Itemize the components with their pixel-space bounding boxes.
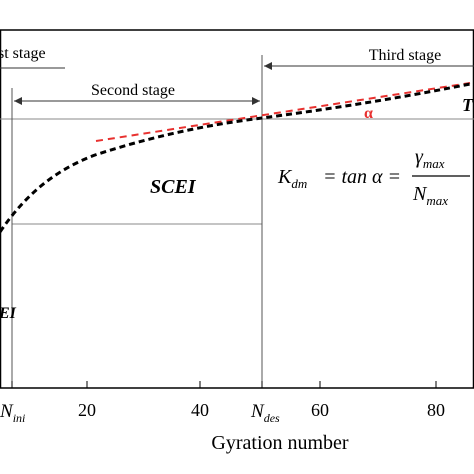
third-stage-arrow <box>264 62 474 70</box>
formula-lhs-sub: dm <box>291 176 307 191</box>
formula-den-var: N <box>412 183 428 205</box>
tick-label-20: 20 <box>78 400 96 420</box>
formula-den-sub: max <box>426 193 448 208</box>
right-region-label: T <box>462 95 474 115</box>
svg-text:Nini: Nini <box>0 401 25 425</box>
second-stage-label: Second stage <box>91 82 175 99</box>
tick-n-des-var: N <box>250 401 265 422</box>
tick-label-60: 60 <box>311 400 329 420</box>
svg-text:γmax: γmax <box>415 146 445 171</box>
second-stage-arrow <box>14 97 260 105</box>
tick-label-80: 80 <box>427 400 445 420</box>
first-stage-label: st stage <box>0 45 46 62</box>
tick-n-des-sub: des <box>264 411 280 425</box>
scei-label: SCEI <box>150 176 197 198</box>
kdm-formula: Kdm = tan α = γmax Nmax <box>277 146 470 208</box>
densification-curve <box>0 82 471 233</box>
formula-num-var: γ <box>415 146 424 168</box>
x-axis-title: Gyration number <box>211 432 349 454</box>
formula-num-sub: max <box>423 156 445 171</box>
tick-label-40: 40 <box>191 400 209 420</box>
svg-text:Ndes: Ndes <box>250 401 280 425</box>
plot-frame <box>0 29 474 389</box>
tangent-line <box>95 82 471 142</box>
tick-n-ini-sub: ini <box>13 411 26 425</box>
formula-lhs-var: K <box>277 166 293 188</box>
x-axis-ticks <box>11 381 437 388</box>
alpha-label: α <box>364 105 373 122</box>
left-region-label: EI <box>0 305 17 322</box>
third-stage-label: Third stage <box>369 47 441 64</box>
svg-text:Nmax: Nmax <box>412 183 448 208</box>
formula-eq: = tan α = <box>323 166 401 188</box>
tick-n-ini-var: N <box>0 401 14 422</box>
svg-text:Kdm: Kdm <box>277 166 307 191</box>
